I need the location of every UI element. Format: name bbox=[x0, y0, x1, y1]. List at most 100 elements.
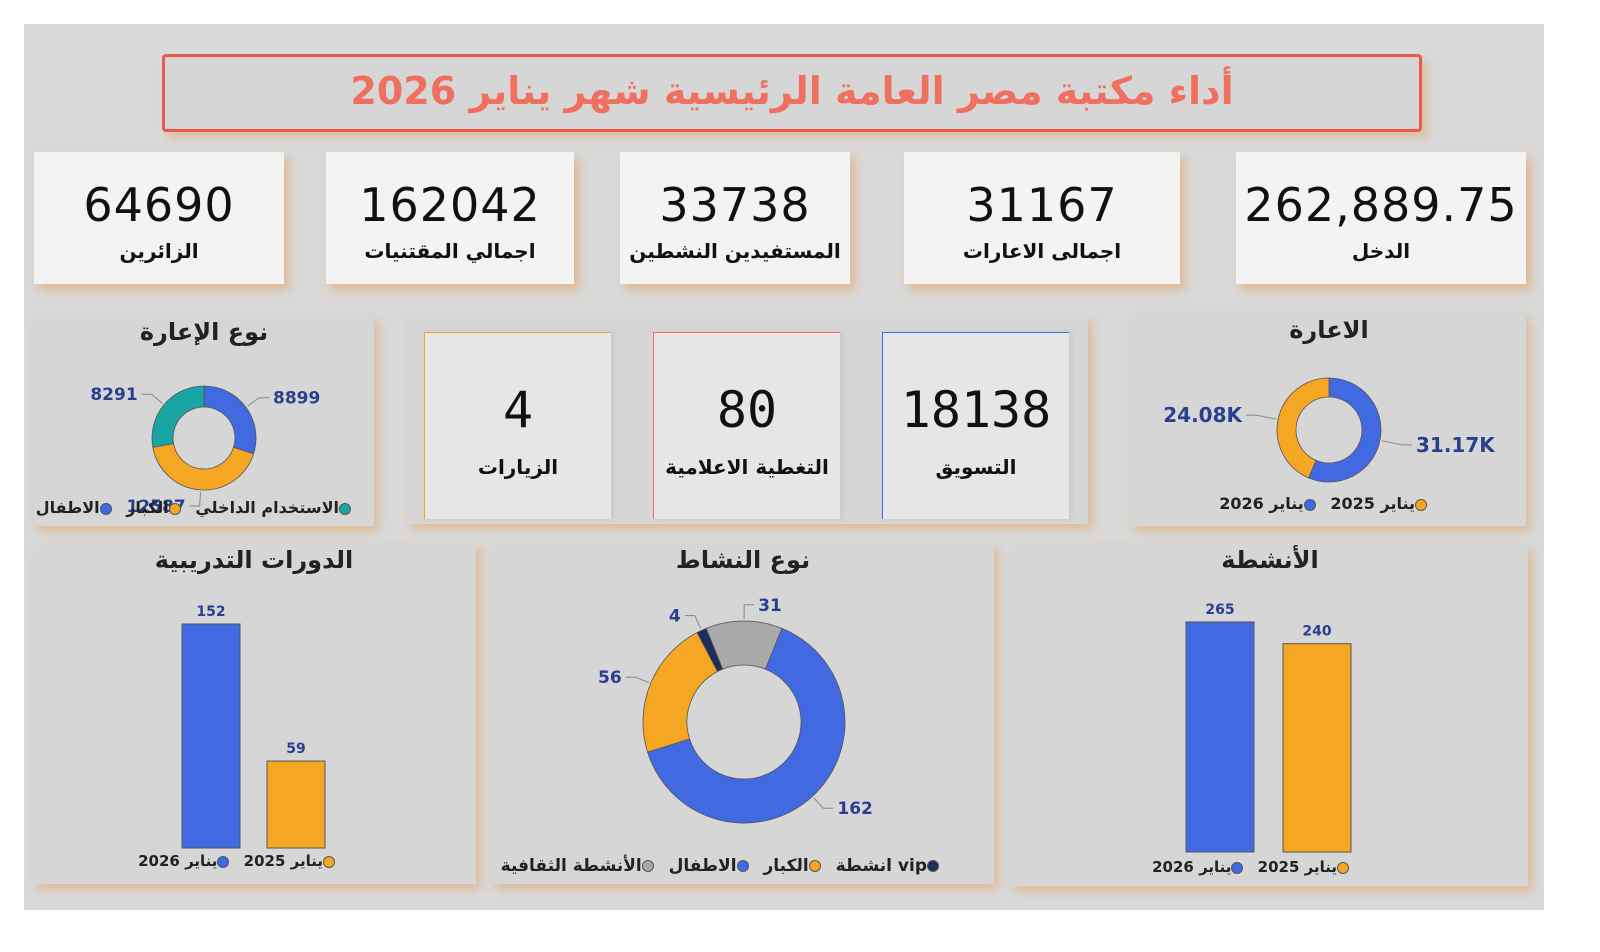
donut-slice bbox=[203, 385, 257, 455]
data-label: 8291 bbox=[90, 385, 137, 405]
leader-line bbox=[189, 491, 202, 507]
dashboard-board: أداء مكتبة مصر العامة الرئيسية شهر يناير… bbox=[24, 24, 1544, 910]
donut-slice bbox=[696, 627, 724, 673]
data-label: 8899 bbox=[273, 389, 320, 409]
data-label: 31 bbox=[758, 596, 782, 616]
legend-dot bbox=[736, 860, 749, 872]
loan-type-title: نوع الإعارة bbox=[139, 318, 269, 346]
legend-item-jan-2025: يناير 2025 bbox=[1330, 494, 1430, 513]
legend-dot bbox=[168, 502, 181, 515]
marketing-label: التسويق bbox=[935, 455, 1017, 479]
bar bbox=[1282, 643, 1352, 853]
kpi-card-total-loans: 31167 اجمالى الاعارات bbox=[904, 152, 1180, 284]
panel-media-stats: 18138 التسويق 80 التغطية الاعلامية 4 الز… bbox=[408, 316, 1088, 524]
bar-value-label: 240 bbox=[1302, 624, 1331, 640]
data-label: 4 bbox=[669, 607, 681, 627]
activities-bar-chart: 265 240 bbox=[1185, 602, 1352, 853]
media-coverage-value: 80 bbox=[716, 381, 778, 439]
legend-label-jan-2026: يناير 2026 bbox=[1152, 858, 1232, 876]
panel-activities: الأنشطة 265 240 يناير 2025 يناير 2026 bbox=[1012, 544, 1528, 886]
legend-dot bbox=[99, 502, 112, 515]
data-label: 162 bbox=[837, 799, 873, 819]
leader-line bbox=[684, 615, 702, 629]
leader-line bbox=[1246, 414, 1277, 420]
courses-bar-chart: 152 59 bbox=[181, 604, 326, 849]
kpi-card-income: 262,889.75 الدخل bbox=[1236, 152, 1526, 284]
legend-dot bbox=[217, 855, 230, 868]
legend-item-children: الاطفال bbox=[36, 498, 115, 517]
media-coverage-label: التغطية الاعلامية bbox=[665, 455, 829, 479]
legend-label-jan-2025: يناير 2025 bbox=[1257, 858, 1337, 876]
marketing-value: 18138 bbox=[900, 381, 1052, 439]
legend-label-children: الاطفال bbox=[35, 498, 100, 517]
courses-legend: يناير 2025 يناير 2026 bbox=[132, 852, 338, 870]
card-media-coverage: 80 التغطية الاعلامية bbox=[653, 332, 840, 519]
legend-item-cultural: الأنشطة الثقافية bbox=[501, 856, 657, 876]
legend-dot bbox=[641, 860, 654, 872]
bar-value-label: 265 bbox=[1205, 602, 1234, 618]
kpi-card-visitors: 64690 الزائرين bbox=[34, 152, 284, 284]
legend-item-internal: الاستخدام الداخلي bbox=[195, 498, 354, 517]
card-marketing: 18138 التسويق bbox=[882, 332, 1069, 519]
data-label: 56 bbox=[598, 668, 622, 688]
legend-dot bbox=[1337, 861, 1349, 874]
kpi-visitors-label: الزائرين bbox=[119, 239, 199, 263]
loans-title: الاعارة bbox=[1289, 316, 1369, 344]
legend-label-vip: vip انشطة bbox=[835, 856, 927, 876]
legend-dot bbox=[1415, 498, 1427, 511]
card-visits: 4 الزيارات bbox=[424, 332, 611, 519]
page-title-frame: أداء مكتبة مصر العامة الرئيسية شهر يناير… bbox=[162, 54, 1422, 132]
data-label: 24.08K bbox=[1163, 403, 1243, 427]
kpi-income-label: الدخل bbox=[1351, 239, 1411, 263]
legend-label-jan-2025: يناير 2025 bbox=[1330, 494, 1415, 513]
legend-item-children: الاطفال bbox=[669, 856, 752, 876]
legend-item-jan-2025: يناير 2025 bbox=[1258, 858, 1352, 876]
legend-item-vip: vip انشطة bbox=[836, 856, 942, 876]
loans-legend: يناير 2025 يناير 2026 bbox=[1213, 494, 1430, 513]
kpi-total-loans-value: 31167 bbox=[966, 178, 1118, 232]
bar-value-label: 152 bbox=[196, 604, 225, 620]
loan-type-legend: الاستخدام الداخلي الكبار الاطفال bbox=[30, 498, 354, 517]
legend-label-children: الاطفال bbox=[668, 856, 737, 876]
leader-line bbox=[247, 397, 270, 407]
leader-line bbox=[625, 676, 650, 684]
bar bbox=[1185, 621, 1255, 853]
kpi-active-members-label: المستفيدين النشطين bbox=[629, 239, 841, 263]
courses-title: الدورات التدريبية bbox=[154, 546, 354, 574]
visits-value: 4 bbox=[502, 381, 534, 439]
activities-title: الأنشطة bbox=[1221, 546, 1319, 574]
loans-donut-chart: 31.17K 24.08K bbox=[1163, 377, 1496, 483]
legend-label-internal: الاستخدام الداخلي bbox=[195, 498, 339, 517]
legend-dot bbox=[323, 855, 335, 868]
legend-item-jan-2026: يناير 2026 bbox=[138, 852, 232, 870]
panel-loans: الاعارة 31.17K 24.08K يناير 2025 يناير 20… bbox=[1132, 314, 1526, 526]
visits-label: الزيارات bbox=[477, 455, 559, 479]
kpi-active-members-value: 33738 bbox=[659, 178, 811, 232]
legend-item-adults: الكبار bbox=[126, 498, 184, 517]
bar bbox=[266, 760, 326, 849]
donut-slice bbox=[152, 443, 255, 491]
panel-loan-type: نوع الإعارة 8899 12587 8291 الاستخدام الدا… bbox=[34, 316, 374, 526]
legend-label-jan-2026: يناير 2026 bbox=[138, 852, 218, 870]
kpi-holdings-label: اجمالي المقتنيات bbox=[364, 239, 536, 263]
leader-line bbox=[743, 604, 755, 620]
legend-dot bbox=[808, 860, 821, 872]
panel-activity-type: نوع النشاط 31 162 56 4 vip انشطة الكبار الا… bbox=[492, 544, 994, 884]
legend-dot bbox=[339, 502, 351, 515]
bar-value-label: 59 bbox=[286, 741, 305, 757]
legend-item-jan-2026: يناير 2026 bbox=[1219, 494, 1319, 513]
donut-slice bbox=[151, 385, 205, 448]
leader-line bbox=[1381, 440, 1412, 446]
bar bbox=[181, 623, 241, 849]
legend-item-jan-2026: يناير 2026 bbox=[1152, 858, 1246, 876]
activities-legend: يناير 2025 يناير 2026 bbox=[1146, 858, 1352, 876]
leader-line bbox=[813, 797, 834, 809]
activity-type-donut-chart: 31 162 56 4 bbox=[598, 596, 873, 824]
data-label: 31.17K bbox=[1416, 433, 1496, 457]
legend-dot bbox=[927, 860, 939, 872]
legend-label-cultural: الأنشطة الثقافية bbox=[500, 856, 642, 876]
donut-slice bbox=[1308, 377, 1382, 483]
panel-courses: الدورات التدريبية 152 59 يناير 2025 يناير… bbox=[34, 544, 476, 884]
legend-label-jan-2026: يناير 2026 bbox=[1219, 494, 1304, 513]
